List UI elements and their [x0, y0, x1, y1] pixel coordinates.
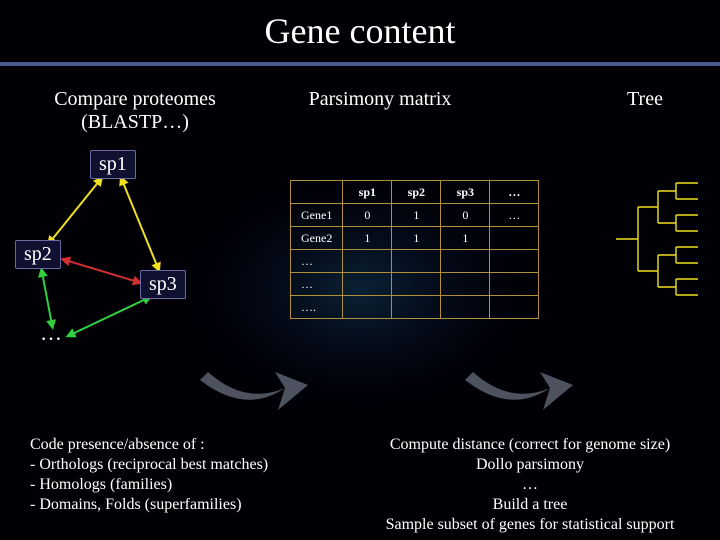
table-corner [291, 181, 343, 204]
col-sp3: sp3 [441, 181, 490, 204]
row-label: …. [291, 296, 343, 319]
table-header-row: sp1 sp2 sp3 … [291, 181, 539, 204]
bl-line: - Homologs (families) [30, 475, 268, 495]
flow-arrows [0, 360, 720, 430]
cell [392, 250, 441, 273]
cell [343, 273, 392, 296]
br-line: Sample subset of genes for statistical s… [350, 515, 710, 535]
cell: 0 [441, 204, 490, 227]
cell: 1 [392, 227, 441, 250]
br-line: … [350, 475, 710, 495]
row-label: … [291, 250, 343, 273]
parsimony-matrix-table: sp1 sp2 sp3 … Gene1 0 1 0 … Gene2 1 1 1 … [290, 180, 539, 319]
bottom-right-text: Compute distance (correct for genome siz… [350, 435, 710, 535]
table-row: Gene1 0 1 0 … [291, 204, 539, 227]
br-line: Build a tree [350, 495, 710, 515]
col-header-matrix: Parsimony matrix [275, 88, 485, 111]
row-label: Gene1 [291, 204, 343, 227]
row-label: … [291, 273, 343, 296]
table-row: … [291, 250, 539, 273]
row-label: Gene2 [291, 227, 343, 250]
table-row: … [291, 273, 539, 296]
table-row: …. [291, 296, 539, 319]
cell [392, 296, 441, 319]
cell [392, 273, 441, 296]
graph-node-sp3: sp3 [140, 270, 186, 299]
arrow-step1-icon [190, 360, 310, 430]
cell [490, 296, 539, 319]
bottom-left-text: Code presence/absence of : - Orthologs (… [30, 435, 268, 515]
cell [490, 273, 539, 296]
col-sp2: sp2 [392, 181, 441, 204]
cell [441, 273, 490, 296]
br-line: Compute distance (correct for genome siz… [350, 435, 710, 455]
graph-node-sp2: sp2 [15, 240, 61, 269]
cell [490, 250, 539, 273]
col-header-tree: Tree [590, 88, 700, 111]
bl-line: - Domains, Folds (superfamilies) [30, 495, 268, 515]
table-row: Gene2 1 1 1 [291, 227, 539, 250]
arrow-step2-icon [455, 360, 575, 430]
cell [343, 296, 392, 319]
species-graph: sp1 sp2 sp3 … [10, 150, 240, 380]
cell: 1 [392, 204, 441, 227]
cell: 1 [441, 227, 490, 250]
cell [441, 250, 490, 273]
col-more: … [490, 181, 539, 204]
cell [441, 296, 490, 319]
cell [490, 227, 539, 250]
col-header-proteomes: Compare proteomes(BLASTP…) [40, 88, 230, 134]
column-headers: Compare proteomes(BLASTP…) Parsimony mat… [0, 88, 720, 138]
phylo-tree [588, 175, 708, 315]
cell: … [490, 204, 539, 227]
bl-line: - Orthologs (reciprocal best matches) [30, 455, 268, 475]
bl-line: Code presence/absence of : [30, 435, 268, 455]
graph-node-sp1: sp1 [90, 150, 136, 179]
graph-node-ellipsis: … [40, 320, 62, 346]
title-divider [0, 62, 720, 66]
cell: 1 [343, 227, 392, 250]
page-title: Gene content [0, 0, 720, 58]
cell: 0 [343, 204, 392, 227]
col-sp1: sp1 [343, 181, 392, 204]
cell [343, 250, 392, 273]
br-line: Dollo parsimony [350, 455, 710, 475]
